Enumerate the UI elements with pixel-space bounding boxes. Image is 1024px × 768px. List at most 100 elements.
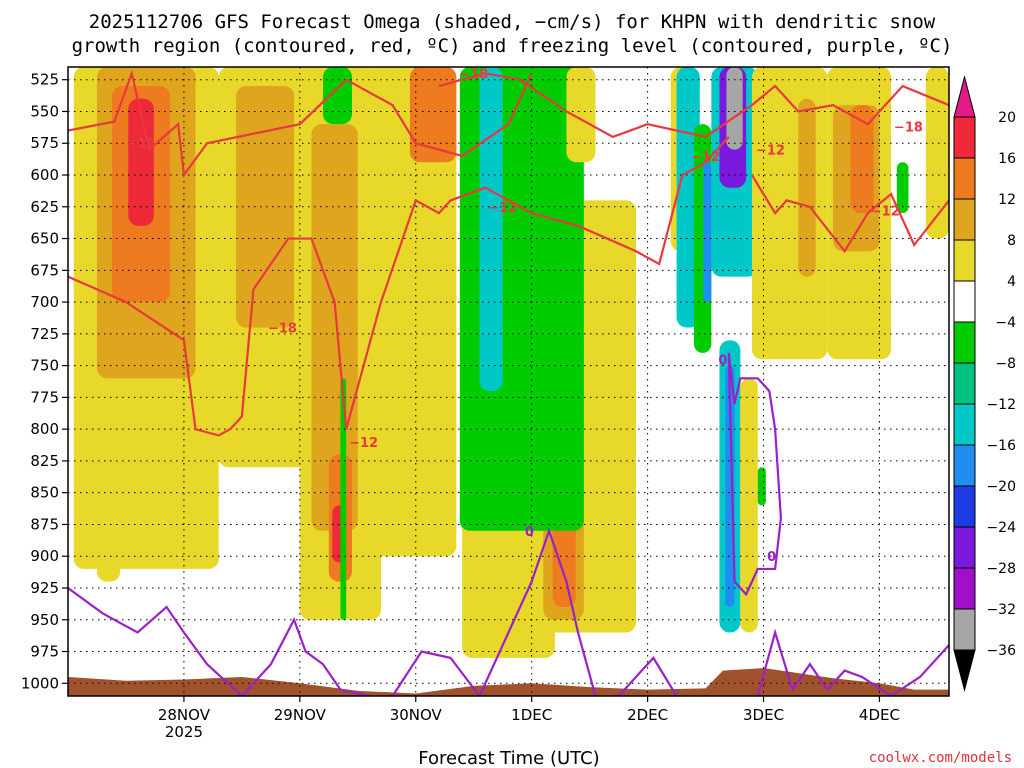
colorbar-band-9 <box>953 485 976 528</box>
omega-cell-36 <box>850 105 874 214</box>
ytick-label-1000: 1000 <box>21 674 59 692</box>
chart-title-line-2: growth region (contoured, red, ºC) and f… <box>72 35 953 57</box>
ground-layer <box>68 668 949 696</box>
colorbar-tick-11: −28 <box>986 561 1016 577</box>
ytick-label-725: 725 <box>30 325 59 343</box>
xtick-label-1DEC: 1DEC <box>511 706 552 724</box>
purple-contour-5 <box>727 352 783 597</box>
colorbar-band-0 <box>953 116 976 159</box>
colorbar-tick-13: −36 <box>986 643 1016 659</box>
red-contour-label-7: −18 <box>894 121 923 136</box>
omega-cell-11 <box>409 67 457 163</box>
colorbar-tick-2: 12 <box>998 192 1016 208</box>
colorbar-band-3 <box>953 239 976 282</box>
purple-contour-2 <box>391 527 597 696</box>
omega-cell-17 <box>323 67 353 125</box>
ytick-label-875: 875 <box>30 515 59 533</box>
colorbar-band-12 <box>953 608 976 651</box>
omega-cell-20 <box>566 67 596 163</box>
ytick-label-900: 900 <box>30 547 59 565</box>
omega-cell-5 <box>236 86 295 328</box>
red-contour-label-5: −12 <box>691 150 720 165</box>
omega-cell-30 <box>740 378 758 633</box>
ytick-label-800: 800 <box>30 420 59 438</box>
dendritic-growth-contours <box>68 69 949 437</box>
red-contour-4 <box>750 174 949 254</box>
contour-labels: −18 −12 −12 −18 −12 −12 −12 −18 −12 0 0 0 <box>127 67 923 565</box>
omega-cell-24 <box>703 162 712 303</box>
freezing-level-contours <box>68 352 949 696</box>
colorbar-band-4 <box>953 280 976 323</box>
colorbar-band-1 <box>953 157 976 200</box>
colorbar-tick-3: 8 <box>1007 233 1016 249</box>
credit-link[interactable]: coolwx.com/models <box>869 750 1012 766</box>
red-contour-label-1: −12 <box>127 137 156 152</box>
colorbar-band-5 <box>953 321 976 364</box>
pressure-axis: 525 550 575 600 625 650 675 700 725 750 775 800 825 8… <box>21 71 68 692</box>
ytick-label-675: 675 <box>30 261 59 279</box>
ytick-label-600: 600 <box>30 166 59 184</box>
plot-area: −18 −12 −12 −18 −12 −12 −12 −18 −12 0 0 0 <box>67 66 950 697</box>
ytick-label-750: 750 <box>30 357 59 375</box>
ytick-label-575: 575 <box>30 134 59 152</box>
plot-frame <box>67 66 950 697</box>
red-contour-label-2: −12 <box>488 201 517 216</box>
colorbar-band-6 <box>953 362 976 405</box>
omega-cell-19 <box>479 67 503 392</box>
purple-contour-3 <box>617 656 678 696</box>
x-axis-title: Forecast Time (UTC) <box>418 748 599 768</box>
ytick-label-825: 825 <box>30 452 59 470</box>
xtick-label-4DEC: 4DEC <box>859 706 900 724</box>
omega-cell-16 <box>340 378 347 620</box>
xtick-label-2DEC: 2DEC <box>627 706 668 724</box>
ytick-label-525: 525 <box>30 71 59 89</box>
colorbar-band-7 <box>953 403 976 446</box>
red-contour-label-6: −12 <box>756 144 785 159</box>
red-contour-1 <box>68 237 348 437</box>
ground-surface <box>68 668 949 696</box>
colorbar-bottom-arrow <box>953 649 976 692</box>
omega-cell-3 <box>128 98 154 226</box>
colorbar-tick-12: −32 <box>986 602 1016 618</box>
colorbar-tick-8: −16 <box>986 438 1016 454</box>
colorbar-top-arrow <box>953 75 976 118</box>
red-contour-2 <box>345 136 730 430</box>
colorbar-tick-4: 4 <box>1007 274 1016 290</box>
omega-cell-32 <box>798 98 816 277</box>
red-contour-label-0: −18 <box>459 67 488 82</box>
colorbar-band-2 <box>953 198 976 241</box>
colorbar-tick-6: −8 <box>995 356 1016 372</box>
colorbar-tick-1: 16 <box>998 151 1016 167</box>
ytick-label-775: 775 <box>30 388 59 406</box>
ytick-label-925: 925 <box>30 579 59 597</box>
red-contour-label-3: −18 <box>268 321 297 336</box>
omega-shading-layer <box>73 67 949 658</box>
ytick-label-625: 625 <box>30 198 59 216</box>
ytick-label-850: 850 <box>30 484 59 502</box>
red-contour-0 <box>68 69 533 178</box>
ytick-label-550: 550 <box>30 102 59 120</box>
omega-cell-10 <box>369 67 457 557</box>
omega-cell-29 <box>725 365 735 608</box>
purple-contour-1 <box>241 617 370 696</box>
xtick-label-28NOV: 28NOV <box>158 706 211 724</box>
ytick-label-950: 950 <box>30 611 59 629</box>
omega-cell-37 <box>896 162 909 214</box>
purple-contour-label-0: 0 <box>525 525 534 540</box>
omega-cell-33 <box>757 467 766 506</box>
purple-contour-label-2: 0 <box>767 550 776 565</box>
colorbar-tick-0: 20 <box>998 110 1016 126</box>
colorbar-band-10 <box>953 526 976 569</box>
xtick-label-29NOV: 29NOV <box>274 706 327 724</box>
colorbar-tick-7: −12 <box>986 397 1016 413</box>
xtick-sublabel-28NOV: 2025 <box>165 723 203 741</box>
ytick-label-700: 700 <box>30 293 59 311</box>
xtick-label-3DEC: 3DEC <box>743 706 784 724</box>
xtick-label-30NOV: 30NOV <box>390 706 443 724</box>
omega-cell-39 <box>96 518 121 582</box>
purple-contour-4 <box>756 628 949 696</box>
omega-cell-38 <box>925 67 949 239</box>
red-contour-3 <box>438 72 949 139</box>
